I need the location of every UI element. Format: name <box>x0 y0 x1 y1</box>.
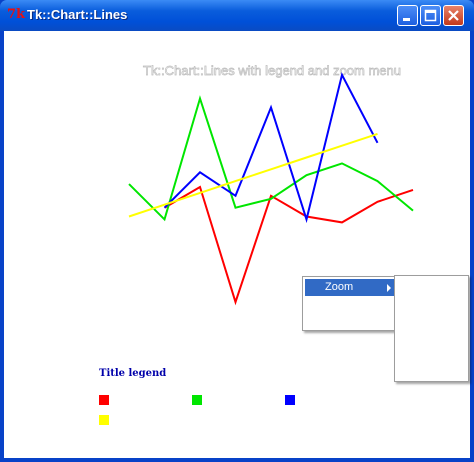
series-line-2 <box>128 95 414 222</box>
legend-swatch-2 <box>192 395 202 405</box>
title-bar[interactable]: 7k Tk::Chart::Lines <box>0 0 474 31</box>
series-line-1 <box>163 185 414 306</box>
legend-title: Title legend <box>99 368 166 379</box>
legend-swatch-1 <box>99 395 109 405</box>
series-line-3 <box>163 72 379 224</box>
maximize-button[interactable] <box>420 5 441 26</box>
series-layer <box>128 72 414 306</box>
context-menu: Zoom <box>302 276 398 331</box>
menu-item-zoom-label: Zoom <box>325 281 354 293</box>
close-button[interactable] <box>443 5 464 26</box>
menu-item-zoom[interactable]: Zoom <box>305 279 395 296</box>
maximize-icon <box>421 6 440 25</box>
zoom-submenu <box>394 275 469 382</box>
window-title: Tk::Chart::Lines <box>27 7 128 22</box>
submenu-arrow-icon <box>387 284 391 292</box>
series-line-4 <box>128 132 378 218</box>
legend <box>99 395 295 425</box>
line-chart[interactable]: Tk::Chart::Lines with legend and zoom me… <box>4 31 470 458</box>
legend-swatch-4 <box>99 415 109 425</box>
minimize-icon <box>398 6 417 25</box>
minimize-button[interactable] <box>397 5 418 26</box>
chart-title: Tk::Chart::Lines with legend and zoom me… <box>143 63 401 78</box>
chart-canvas-area[interactable]: Tk::Chart::Lines with legend and zoom me… <box>4 31 470 458</box>
close-icon <box>444 6 463 25</box>
tk-feather-icon[interactable]: 7k <box>7 7 26 22</box>
legend-swatch-3 <box>285 395 295 405</box>
